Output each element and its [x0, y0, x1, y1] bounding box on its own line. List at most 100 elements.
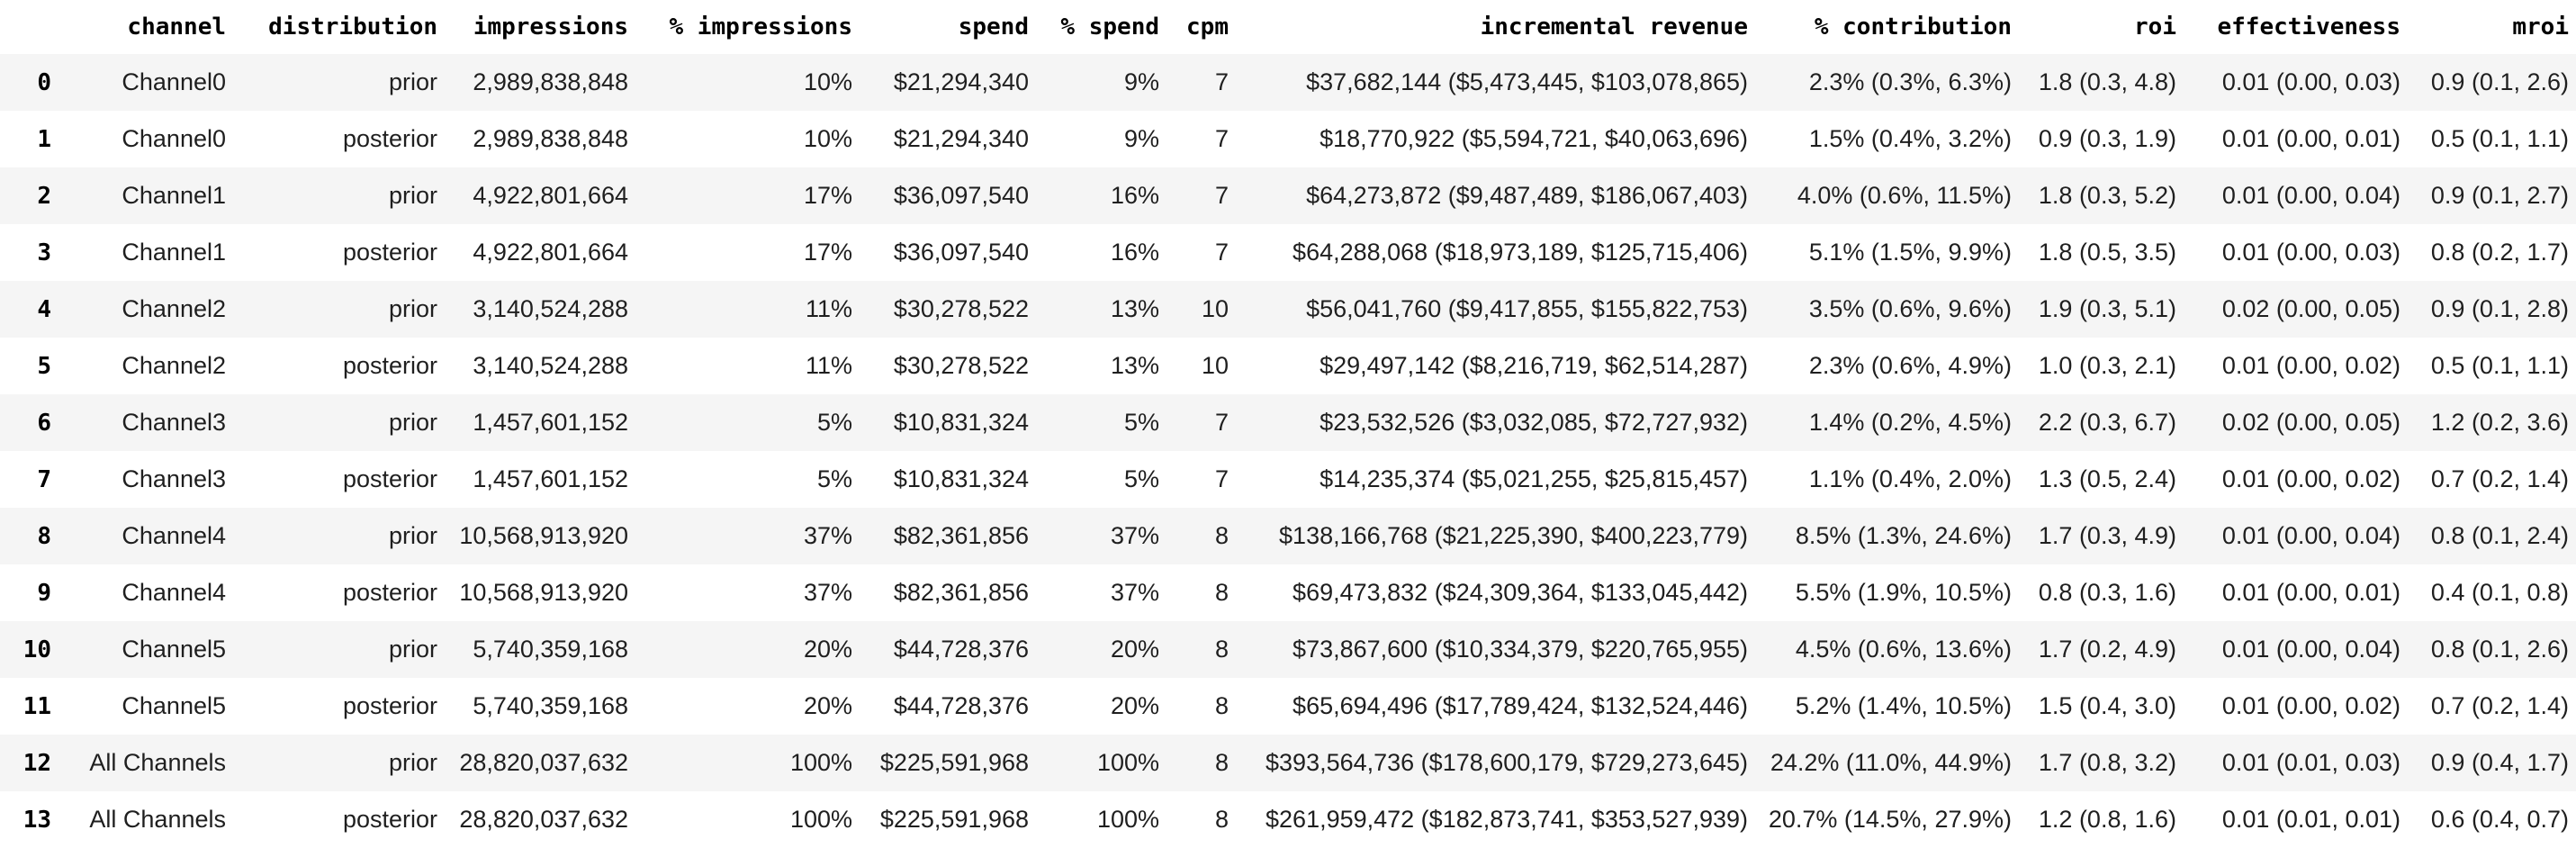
cell-pct-impressions: 11%: [805, 352, 852, 379]
cell-cpm: 8: [1214, 579, 1229, 606]
row-index: 6: [37, 409, 51, 437]
cell-cpm: 8: [1214, 749, 1229, 776]
cell-mroi: 0.4 (0.1, 0.8): [2430, 579, 2569, 606]
cell-spend: $44,728,376: [893, 636, 1029, 663]
row-index: 11: [23, 692, 51, 720]
cell-roi: 1.7 (0.3, 4.9): [2038, 522, 2176, 549]
row-index: 13: [23, 806, 51, 834]
cell-distribution: posterior: [342, 692, 437, 719]
cell-pct-spend: 16%: [1110, 239, 1159, 266]
cell-incremental-revenue: $393,564,736 ($178,600,179, $729,273,645…: [1265, 749, 1748, 776]
cell-channel: All Channels: [89, 749, 226, 776]
row-index: 4: [37, 295, 51, 323]
cell-pct-impressions: 5%: [816, 409, 852, 436]
cell-spend: $10,831,324: [893, 465, 1029, 492]
column-header-cpm: cpm: [1186, 14, 1229, 41]
cell-spend: $30,278,522: [893, 295, 1029, 322]
table-row: 13 All Channels posterior 28,820,037,632 100…: [0, 791, 2576, 848]
column-header-pct-impressions: % impressions: [669, 14, 853, 41]
cell-cpm: 8: [1214, 806, 1229, 833]
cell-mroi: 0.8 (0.1, 2.4): [2430, 522, 2569, 549]
table-row: 4 Channel2 prior 3,140,524,288 11% $30,278,52…: [0, 281, 2576, 338]
row-index: 3: [37, 239, 51, 266]
cell-pct-contribution: 4.5% (0.6%, 13.6%): [1795, 636, 2012, 663]
table-body: 0 Channel0 prior 2,989,838,848 10% $21,294,34…: [0, 54, 2576, 848]
cell-channel: Channel3: [122, 465, 226, 492]
cell-distribution: posterior: [342, 806, 437, 833]
cell-impressions: 5,740,359,168: [473, 692, 628, 719]
cell-cpm: 7: [1214, 182, 1229, 209]
cell-effectiveness: 0.01 (0.00, 0.02): [2221, 692, 2400, 719]
table-row: 7 Channel3 posterior 1,457,601,152 5% $10,831…: [0, 451, 2576, 508]
cell-incremental-revenue: $69,473,832 ($24,309,364, $133,045,442): [1293, 579, 1748, 606]
cell-pct-contribution: 2.3% (0.3%, 6.3%): [1808, 68, 2012, 95]
cell-pct-impressions: 37%: [803, 579, 852, 606]
cell-mroi: 0.9 (0.1, 2.7): [2430, 182, 2569, 209]
cell-roi: 1.2 (0.8, 1.6): [2038, 806, 2176, 833]
cell-roi: 2.2 (0.3, 6.7): [2038, 409, 2176, 436]
cell-effectiveness: 0.01 (0.01, 0.03): [2221, 749, 2400, 776]
cell-incremental-revenue: $64,273,872 ($9,487,489, $186,067,403): [1306, 182, 1748, 209]
column-header-pct-contribution: % contribution: [1814, 14, 2012, 41]
cell-mroi: 0.7 (0.2, 1.4): [2430, 692, 2569, 719]
cell-impressions: 28,820,037,632: [459, 749, 628, 776]
cell-mroi: 0.7 (0.2, 1.4): [2430, 465, 2569, 492]
cell-pct-contribution: 3.5% (0.6%, 9.6%): [1808, 295, 2012, 322]
cell-pct-contribution: 4.0% (0.6%, 11.5%): [1797, 182, 2012, 209]
cell-roi: 1.0 (0.3, 2.1): [2038, 352, 2176, 379]
cell-pct-contribution: 1.4% (0.2%, 4.5%): [1808, 409, 2012, 436]
cell-spend: $36,097,540: [893, 182, 1029, 209]
cell-pct-impressions: 100%: [789, 806, 852, 833]
cell-mroi: 0.5 (0.1, 1.1): [2430, 125, 2569, 152]
cell-cpm: 8: [1214, 692, 1229, 719]
cell-roi: 1.5 (0.4, 3.0): [2038, 692, 2176, 719]
cell-impressions: 4,922,801,664: [473, 182, 628, 209]
row-index: 0: [37, 68, 51, 96]
cell-cpm: 10: [1201, 295, 1229, 322]
cell-effectiveness: 0.02 (0.00, 0.05): [2221, 295, 2400, 322]
cell-incremental-revenue: $138,166,768 ($21,225,390, $400,223,779): [1279, 522, 1748, 549]
cell-impressions: 5,740,359,168: [473, 636, 628, 663]
column-header-roi: roi: [2134, 14, 2176, 41]
cell-incremental-revenue: $14,235,374 ($5,021,255, $25,815,457): [1320, 465, 1748, 492]
cell-pct-contribution: 24.2% (11.0%, 44.9%): [1770, 749, 2012, 776]
table-row: 2 Channel1 prior 4,922,801,664 17% $36,097,54…: [0, 167, 2576, 224]
cell-pct-impressions: 17%: [803, 182, 852, 209]
cell-spend: $10,831,324: [893, 409, 1029, 436]
cell-impressions: 2,989,838,848: [473, 125, 628, 152]
cell-cpm: 7: [1214, 125, 1229, 152]
cell-impressions: 28,820,037,632: [459, 806, 628, 833]
cell-pct-impressions: 5%: [816, 465, 852, 492]
column-header-pct-spend: % spend: [1060, 14, 1159, 41]
cell-spend: $225,591,968: [879, 806, 1029, 833]
cell-incremental-revenue: $18,770,922 ($5,594,721, $40,063,696): [1320, 125, 1748, 152]
cell-pct-spend: 5%: [1123, 409, 1159, 436]
cell-distribution: prior: [388, 295, 437, 322]
cell-effectiveness: 0.01 (0.00, 0.03): [2221, 68, 2400, 95]
cell-channel: Channel1: [122, 182, 226, 209]
cell-cpm: 7: [1214, 68, 1229, 95]
row-index: 12: [23, 749, 51, 777]
cell-pct-spend: 13%: [1110, 352, 1159, 379]
cell-incremental-revenue: $56,041,760 ($9,417,855, $155,822,753): [1306, 295, 1748, 322]
cell-cpm: 8: [1214, 636, 1229, 663]
cell-distribution: prior: [388, 182, 437, 209]
cell-distribution: posterior: [342, 352, 437, 379]
cell-channel: Channel5: [122, 636, 226, 663]
table-row: 9 Channel4 posterior 10,568,913,920 37% $82,3…: [0, 564, 2576, 621]
cell-pct-spend: 9%: [1123, 125, 1159, 152]
cell-impressions: 1,457,601,152: [473, 409, 628, 436]
table-row: 6 Channel3 prior 1,457,601,152 5% $10,831,324…: [0, 394, 2576, 451]
cell-pct-contribution: 5.5% (1.9%, 10.5%): [1795, 579, 2012, 606]
cell-roi: 1.3 (0.5, 2.4): [2038, 465, 2176, 492]
cell-impressions: 4,922,801,664: [473, 239, 628, 266]
cell-effectiveness: 0.01 (0.01, 0.01): [2221, 806, 2400, 833]
column-header-impressions: impressions: [473, 14, 628, 41]
cell-impressions: 3,140,524,288: [473, 295, 628, 322]
cell-channel: Channel5: [122, 692, 226, 719]
cell-pct-spend: 37%: [1110, 579, 1159, 606]
cell-cpm: 7: [1214, 465, 1229, 492]
row-index: 1: [37, 125, 51, 153]
cell-impressions: 3,140,524,288: [473, 352, 628, 379]
